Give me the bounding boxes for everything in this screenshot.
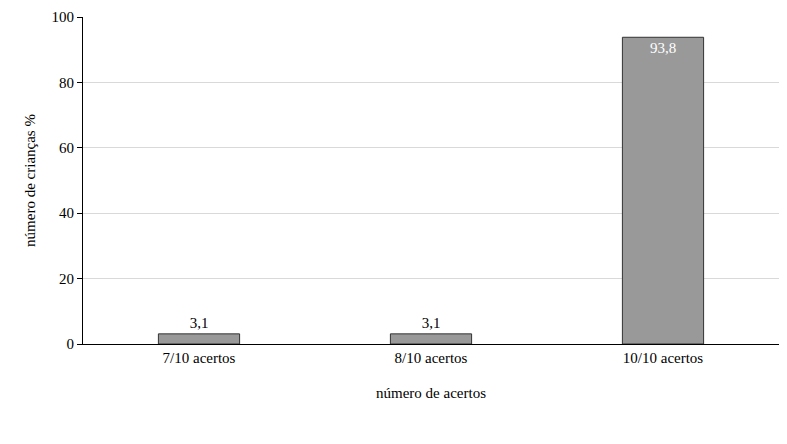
svg-text:20: 20	[59, 271, 74, 287]
svg-text:0: 0	[67, 336, 75, 352]
svg-text:93,8: 93,8	[650, 40, 676, 56]
svg-text:3,1: 3,1	[422, 315, 441, 331]
svg-text:10/10 acertos: 10/10 acertos	[623, 350, 704, 366]
svg-text:número de crianças %: número de crianças %	[22, 114, 38, 247]
svg-text:60: 60	[59, 140, 74, 156]
svg-text:100: 100	[52, 9, 75, 25]
svg-text:3,1: 3,1	[190, 315, 209, 331]
svg-text:8/10 acertos: 8/10 acertos	[395, 350, 468, 366]
svg-text:número de acertos: número de acertos	[376, 385, 486, 401]
svg-text:80: 80	[59, 75, 74, 91]
svg-text:40: 40	[59, 205, 74, 221]
svg-text:7/10 acertos: 7/10 acertos	[163, 350, 236, 366]
